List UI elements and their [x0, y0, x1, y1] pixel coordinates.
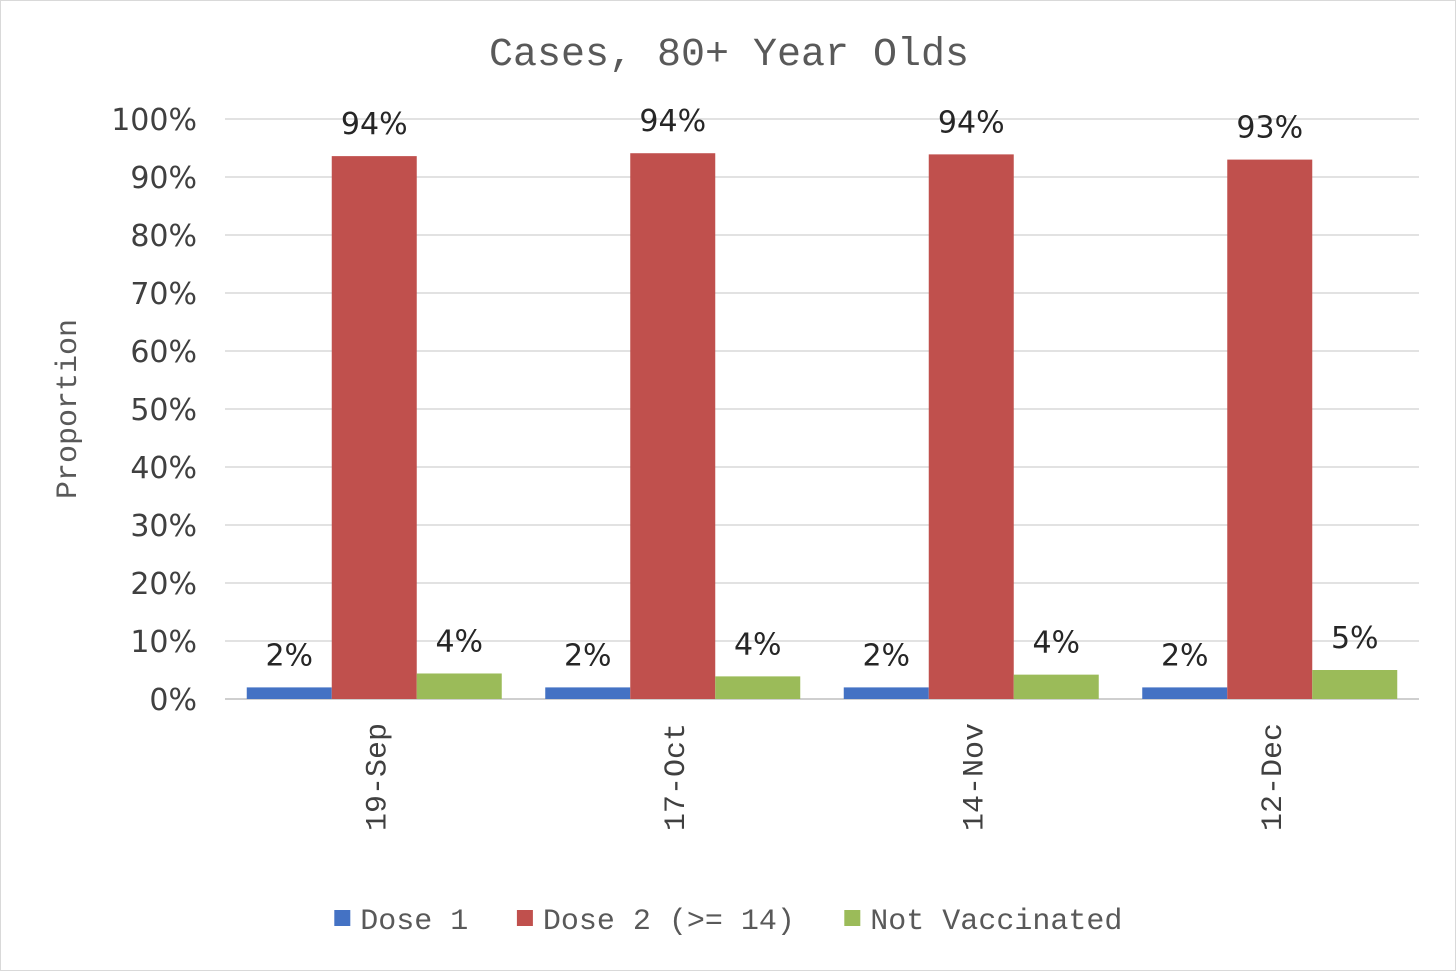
legend-swatch — [844, 910, 861, 926]
x-tick-label: 12-Dec — [1257, 723, 1291, 831]
chart-title: Cases, 80+ Year Olds — [489, 33, 969, 78]
bar — [545, 687, 631, 699]
y-tick-label: 50% — [130, 393, 197, 428]
bar — [928, 154, 1014, 699]
legend-swatch — [516, 910, 533, 926]
data-label: 2% — [265, 638, 313, 673]
bars — [246, 153, 1398, 700]
data-label: 5% — [1331, 621, 1379, 656]
data-label: 94% — [341, 107, 408, 142]
bar — [1312, 670, 1398, 699]
bar — [1013, 674, 1099, 699]
y-tick-label: 100% — [111, 103, 197, 138]
bar — [246, 687, 332, 699]
legend: Dose 1 Dose 2 (>= 14) Not Vaccinated — [334, 905, 1122, 939]
legend-label: Dose 1 — [360, 905, 468, 939]
data-label: 4% — [1032, 626, 1080, 661]
data-label: 94% — [938, 105, 1005, 140]
y-tick-label: 80% — [130, 219, 197, 254]
y-tick-label: 40% — [130, 451, 197, 486]
data-label: 2% — [862, 638, 910, 673]
y-tick-label: 30% — [130, 509, 197, 544]
data-label: 2% — [564, 638, 612, 673]
data-labels: 2% 94% 4% 2% 94% 4% 2% 94% 4% 2% 93% 5% — [265, 104, 1378, 673]
data-label: 4% — [734, 627, 782, 662]
x-tick-label: 14-Nov — [958, 723, 992, 831]
data-label: 93% — [1236, 111, 1303, 146]
bar — [1142, 687, 1228, 699]
bar — [715, 676, 801, 699]
y-tick-label: 90% — [130, 161, 197, 196]
y-tick-label: 20% — [130, 567, 197, 602]
y-tick-label: 0% — [149, 683, 197, 718]
data-label: 4% — [435, 624, 483, 659]
y-tick-label: 70% — [130, 277, 197, 312]
bar — [843, 687, 929, 699]
legend-label: Not Vaccinated — [870, 905, 1122, 939]
bar — [630, 153, 716, 700]
x-tick-label: 17-Oct — [660, 723, 694, 831]
legend-swatch — [334, 910, 351, 926]
y-axis-label: Proportion — [52, 319, 86, 499]
y-tick-label: 10% — [130, 625, 197, 660]
x-axis-ticks: 19-Sep 17-Oct 14-Nov 12-Dec — [361, 723, 1291, 831]
data-label: 94% — [639, 104, 706, 139]
y-axis-ticks: 0% 10% 20% 30% 40% 50% 60% 70% 80% 90% 100% — [111, 103, 197, 718]
bar — [331, 156, 417, 699]
y-tick-label: 60% — [130, 335, 197, 370]
bar — [1227, 159, 1313, 700]
x-tick-label: 19-Sep — [361, 723, 395, 831]
legend-label: Dose 2 (>= 14) — [543, 905, 795, 939]
data-label: 2% — [1161, 638, 1209, 673]
bar — [416, 673, 502, 699]
